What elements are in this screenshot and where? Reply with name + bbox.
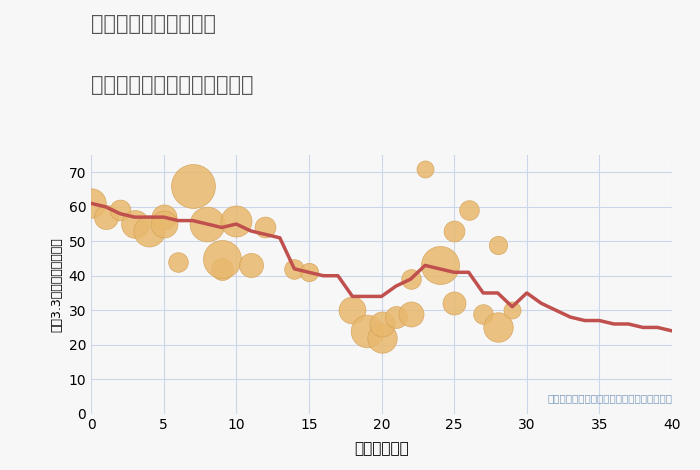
Point: [303, 268, 314, 276]
Point: [507, 306, 518, 314]
Point: [158, 213, 169, 221]
Point: [158, 220, 169, 228]
Point: [260, 224, 271, 231]
Point: [172, 258, 183, 266]
Point: [114, 206, 126, 214]
Point: [449, 299, 460, 307]
Point: [346, 306, 358, 314]
Point: [289, 265, 300, 273]
Point: [202, 220, 213, 228]
Point: [405, 275, 416, 283]
Point: [361, 327, 372, 335]
Point: [216, 265, 228, 273]
Point: [85, 200, 97, 207]
Point: [216, 255, 228, 262]
Point: [129, 220, 140, 228]
Point: [376, 334, 387, 342]
X-axis label: 築年数（年）: 築年数（年）: [354, 441, 409, 456]
Point: [245, 262, 256, 269]
Point: [477, 310, 489, 317]
Text: 円の大きさは、取引のあった物件面積を示す: 円の大きさは、取引のあった物件面積を示す: [547, 393, 672, 403]
Text: 築年数別中古マンション価格: 築年数別中古マンション価格: [91, 75, 253, 95]
Point: [376, 320, 387, 328]
Point: [187, 182, 198, 190]
Y-axis label: 坪（3.3㎡）単価（万円）: 坪（3.3㎡）単価（万円）: [50, 237, 63, 332]
Point: [231, 217, 242, 224]
Point: [144, 227, 155, 235]
Point: [419, 165, 430, 172]
Point: [463, 206, 475, 214]
Point: [405, 310, 416, 317]
Point: [391, 313, 402, 321]
Point: [492, 241, 503, 249]
Point: [492, 324, 503, 331]
Point: [449, 227, 460, 235]
Point: [434, 262, 445, 269]
Text: 愛知県常滑市唐崎町の: 愛知県常滑市唐崎町の: [91, 14, 216, 34]
Point: [100, 213, 111, 221]
